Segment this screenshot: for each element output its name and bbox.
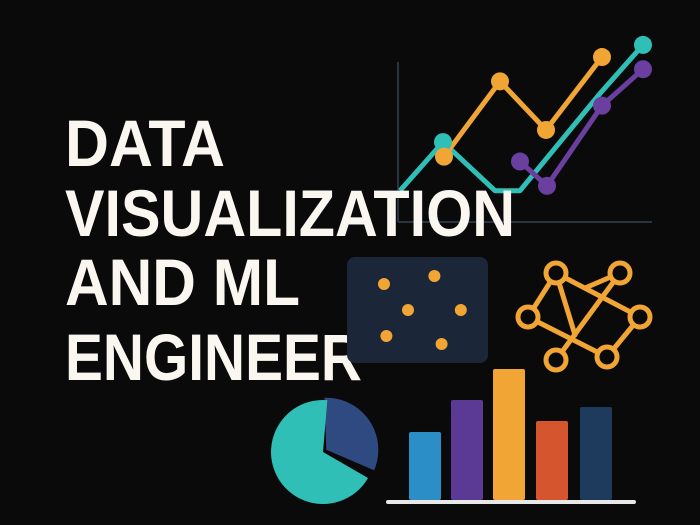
- neural-network-icon: [515, 260, 653, 373]
- pie-slice: [271, 400, 369, 504]
- line-point: [537, 120, 555, 139]
- scatter-point: [378, 278, 390, 290]
- line-point: [491, 72, 509, 91]
- scatter-point: [380, 330, 393, 342]
- title-line-3: AND ML: [65, 245, 300, 319]
- line-point: [538, 176, 556, 195]
- bar: [493, 369, 525, 500]
- line-series: [441, 55, 604, 159]
- scatter-panel: [347, 257, 488, 363]
- bar: [451, 400, 483, 500]
- scatter-point: [435, 338, 448, 350]
- title-line-2: VISUALIZATION: [65, 176, 515, 250]
- scatter-point: [454, 304, 467, 316]
- pie-chart-icon: [271, 397, 379, 504]
- line-chart-icon: [397, 35, 652, 223]
- line-point: [511, 152, 529, 171]
- bar: [409, 432, 441, 500]
- bar: [580, 407, 612, 500]
- bar-chart-icon: [386, 369, 636, 504]
- line-series: [518, 67, 645, 189]
- line-point: [434, 133, 452, 152]
- scatter-point: [402, 304, 414, 316]
- page-title: DATA VISUALIZATION AND ML ENGINEER: [65, 106, 515, 394]
- line-point: [634, 60, 652, 79]
- title-line-4: ENGINEER: [65, 320, 362, 394]
- pie-slice: [324, 397, 379, 471]
- line-point: [634, 35, 652, 54]
- scatter-plot-icon: [347, 257, 488, 363]
- line-point: [593, 96, 611, 115]
- scatter-point: [428, 270, 441, 282]
- line-point: [435, 147, 453, 166]
- bar: [536, 421, 568, 500]
- line-point: [593, 48, 611, 67]
- title-line-1: DATA: [65, 106, 225, 180]
- line-series: [398, 43, 645, 194]
